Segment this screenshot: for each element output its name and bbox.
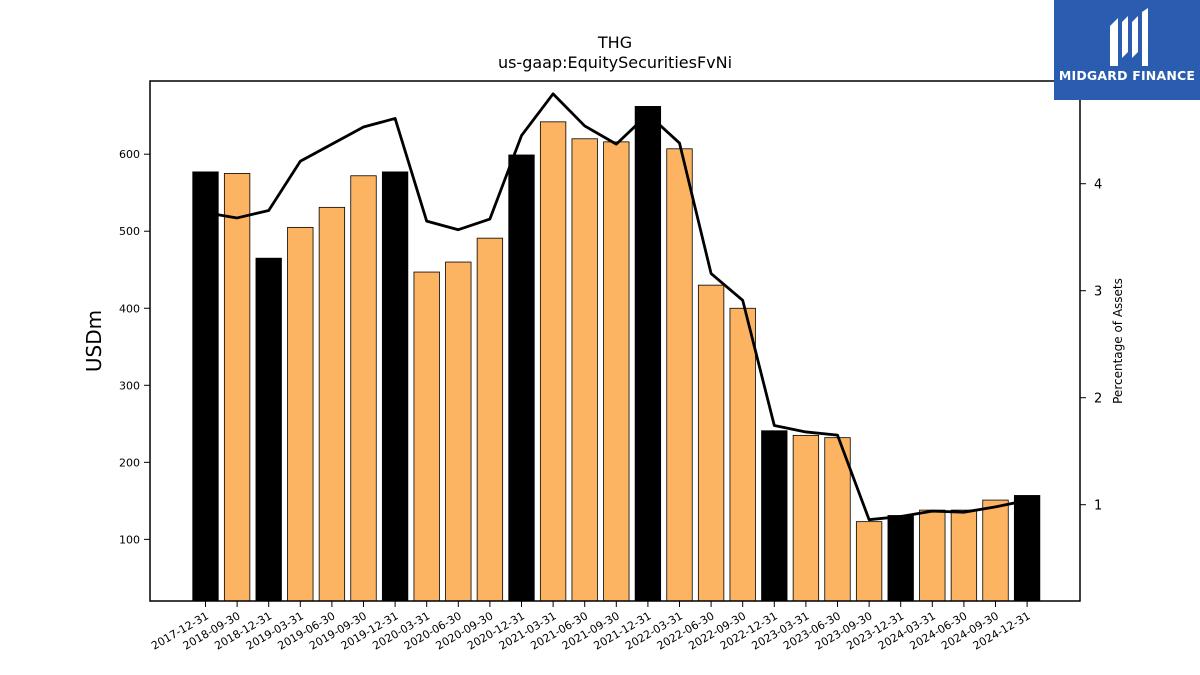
bar-2018-12-31 [255, 257, 282, 602]
bar-2023-03-31 [792, 434, 820, 602]
bar-2023-09-30 [855, 521, 883, 602]
brand-logo: MIDGARD FINANCE [1054, 0, 1200, 100]
bar-2024-03-31 [919, 509, 946, 602]
bar-2019-09-30 [350, 175, 377, 602]
bar-2017-12-31 [192, 171, 219, 602]
bar-2019-03-31 [287, 226, 314, 602]
y2-tick-label: 2 [1094, 392, 1102, 407]
y-tick-label: 100 [119, 533, 140, 546]
bar-2024-12-31 [1013, 495, 1041, 602]
bar-2021-03-31 [539, 121, 567, 602]
y-tick-label: 300 [119, 379, 140, 392]
bar-2021-12-31 [634, 106, 662, 602]
chart-title: THG [597, 33, 632, 52]
y2-tick-label: 1 [1094, 499, 1102, 514]
line-series [205, 92, 1028, 522]
bar-2020-06-30 [445, 261, 472, 602]
y-axis-label: USDm [82, 310, 106, 372]
y-tick-label: 500 [119, 225, 140, 238]
bar-2020-03-31 [413, 271, 440, 602]
y2-tick-label: 3 [1094, 285, 1102, 300]
bar-2024-09-30 [982, 499, 1009, 602]
y-tick-label: 600 [119, 148, 140, 161]
bar-2020-12-31 [508, 154, 535, 602]
chart-subtitle: us-gaap:EquitySecuritiesFvNi [498, 53, 732, 72]
plot-frame [149, 80, 1081, 602]
x-axis: 2017-12-312018-09-302018-12-312019-03-31… [149, 601, 1033, 653]
bar-2022-09-30 [729, 307, 756, 602]
bar-2021-06-30 [571, 138, 598, 602]
y2-axis: 1 2 3 4 [1080, 178, 1102, 514]
y2-tick-label: 4 [1094, 178, 1102, 193]
bar-2019-12-31 [381, 171, 409, 602]
y-tick-label: 200 [119, 456, 140, 469]
bar-2022-12-31 [761, 430, 788, 602]
y-tick-label: 400 [119, 302, 140, 315]
bar-2018-09-30 [223, 173, 251, 602]
bar-2023-06-30 [824, 437, 851, 602]
logo-mark-icon [1110, 8, 1148, 66]
bar-2020-09-30 [476, 237, 504, 602]
bar-2022-03-31 [666, 148, 693, 602]
y-axis: 100 200 300 400 500 600 [119, 148, 150, 546]
bar-2022-06-30 [697, 284, 725, 602]
bar-group [192, 106, 1041, 602]
brand-name: MIDGARD FINANCE [1058, 68, 1196, 83]
percentage-line [205, 92, 1028, 522]
bar-2024-06-30 [950, 509, 978, 602]
bar-2023-12-31 [887, 515, 914, 602]
bar-2019-06-30 [318, 206, 346, 602]
y2-axis-label: Percentage of Assets [1111, 278, 1125, 404]
bar-2021-09-30 [603, 141, 630, 602]
